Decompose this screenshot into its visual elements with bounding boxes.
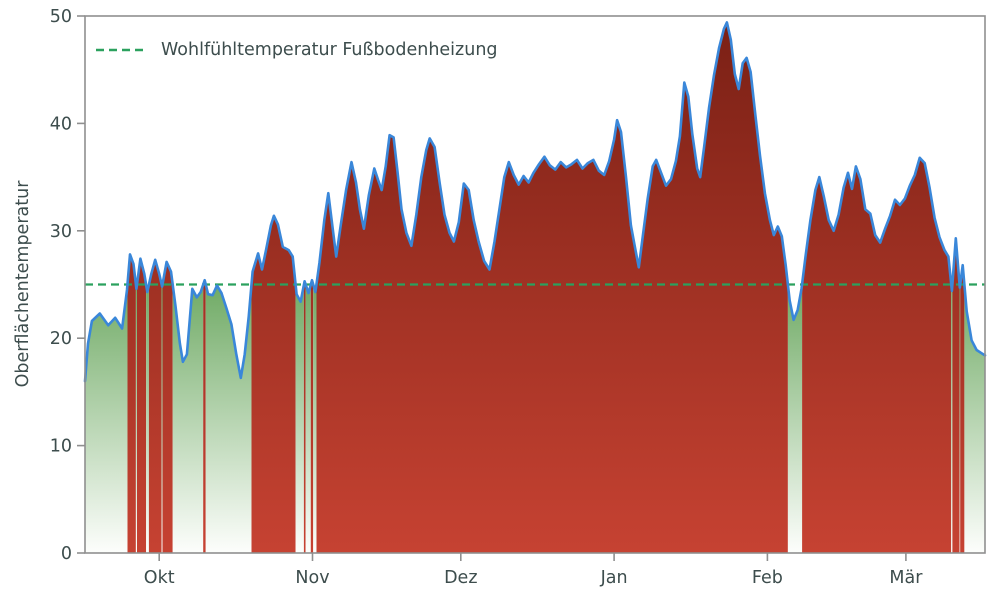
svg-text:50: 50	[50, 7, 72, 27]
temperature-curve	[83, 21, 987, 383]
svg-text:Mär: Mär	[889, 568, 923, 588]
svg-text:0: 0	[61, 544, 72, 564]
legend-dash-icon	[96, 48, 148, 52]
y-axis-label: Oberflächentemperatur	[13, 180, 33, 388]
svg-text:30: 30	[50, 222, 72, 242]
svg-text:Okt: Okt	[144, 568, 175, 588]
svg-text:40: 40	[50, 114, 72, 134]
svg-text:Feb: Feb	[752, 568, 783, 588]
y-axis-ticks: 0 10 20 30 40 50	[50, 7, 85, 564]
svg-text:20: 20	[50, 329, 72, 349]
svg-text:Nov: Nov	[295, 568, 329, 588]
svg-text:Dez: Dez	[444, 568, 477, 588]
area-fill	[85, 22, 985, 554]
svg-text:10: 10	[50, 437, 72, 457]
plot-border	[84, 15, 986, 554]
legend-label: Wohlfühltemperatur Fußbodenheizung	[161, 40, 498, 60]
legend: Wohlfühltemperatur Fußbodenheizung	[96, 40, 498, 60]
x-axis-ticks: Okt Nov Dez Jan Feb Mär	[144, 553, 923, 588]
svg-text:Jan: Jan	[600, 568, 628, 588]
